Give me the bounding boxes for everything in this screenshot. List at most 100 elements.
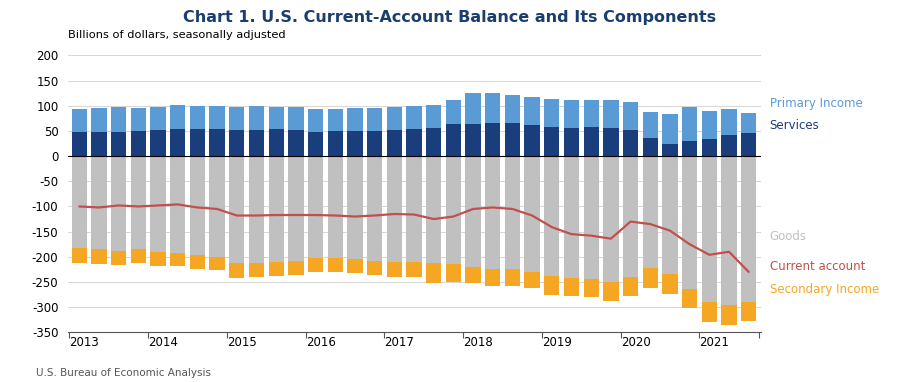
Bar <box>170 129 185 156</box>
Bar <box>702 139 717 156</box>
Text: U.S. Bureau of Economic Analysis: U.S. Bureau of Economic Analysis <box>36 368 211 378</box>
Text: Chart 1. U.S. Current-Account Balance and Its Components: Chart 1. U.S. Current-Account Balance an… <box>184 10 716 24</box>
Bar <box>465 93 481 125</box>
Bar <box>328 109 343 131</box>
Bar <box>328 258 343 272</box>
Bar <box>682 141 698 156</box>
Bar <box>525 156 540 272</box>
Bar <box>603 156 618 282</box>
Text: 2020: 2020 <box>621 337 651 350</box>
Text: Secondary Income: Secondary Income <box>770 283 878 296</box>
Bar <box>525 125 540 156</box>
Bar <box>308 156 323 258</box>
Bar <box>150 252 166 266</box>
Bar <box>563 100 580 128</box>
Bar <box>210 129 225 156</box>
Bar <box>190 106 205 129</box>
Text: 2014: 2014 <box>148 337 178 350</box>
Bar <box>702 111 717 139</box>
Bar <box>583 100 599 128</box>
Bar <box>190 156 205 255</box>
Bar <box>446 100 461 125</box>
Bar <box>662 156 678 274</box>
Bar <box>230 107 245 130</box>
Bar <box>387 262 402 277</box>
Bar <box>288 156 303 261</box>
Bar <box>347 131 363 156</box>
Bar <box>525 97 540 125</box>
Bar <box>111 107 126 133</box>
Bar <box>563 156 580 278</box>
Bar <box>91 156 107 249</box>
Text: 2017: 2017 <box>384 337 414 350</box>
Bar <box>682 107 698 141</box>
Bar <box>248 156 265 263</box>
Bar <box>406 106 422 129</box>
Bar <box>406 262 422 277</box>
Bar <box>465 156 481 267</box>
Bar <box>308 258 323 272</box>
Bar <box>347 156 363 259</box>
Bar <box>603 282 618 301</box>
Bar <box>347 259 363 274</box>
Bar <box>190 255 205 269</box>
Bar <box>603 128 618 156</box>
Bar <box>702 156 717 302</box>
Bar <box>505 95 520 123</box>
Bar <box>150 130 166 156</box>
Bar <box>288 130 303 156</box>
Bar <box>623 130 638 156</box>
Bar <box>603 100 618 128</box>
Bar <box>741 113 756 133</box>
Bar <box>268 107 284 129</box>
Bar <box>426 156 441 263</box>
Bar <box>268 156 284 262</box>
Bar <box>643 139 658 156</box>
Bar <box>210 156 225 257</box>
Bar <box>210 106 225 129</box>
Bar <box>485 269 500 285</box>
Bar <box>544 276 560 295</box>
Bar <box>544 99 560 128</box>
Bar <box>544 128 560 156</box>
Bar <box>130 249 146 263</box>
Bar <box>72 133 87 156</box>
Bar <box>485 93 500 123</box>
Bar <box>721 305 737 325</box>
Bar <box>662 114 678 144</box>
Bar <box>308 132 323 156</box>
Bar <box>721 109 737 135</box>
Bar <box>741 133 756 156</box>
Bar <box>446 156 461 264</box>
Bar <box>485 156 500 269</box>
Bar <box>583 280 599 297</box>
Bar <box>426 128 441 156</box>
Bar <box>505 269 520 285</box>
Bar <box>91 249 107 264</box>
Bar <box>367 156 382 261</box>
Text: 2019: 2019 <box>542 337 572 350</box>
Bar <box>130 108 146 131</box>
Bar <box>347 108 363 131</box>
Text: 2018: 2018 <box>464 337 493 350</box>
Bar <box>190 129 205 156</box>
Bar <box>741 302 756 321</box>
Bar <box>623 277 638 296</box>
Bar <box>91 108 107 132</box>
Bar <box>643 156 658 268</box>
Bar <box>268 129 284 156</box>
Bar <box>623 102 638 130</box>
Bar <box>367 131 382 156</box>
Bar <box>643 112 658 139</box>
Text: 2013: 2013 <box>69 337 99 350</box>
Bar <box>367 261 382 275</box>
Bar <box>230 130 245 156</box>
Bar <box>721 135 737 156</box>
Bar <box>741 156 756 302</box>
Bar <box>426 263 441 283</box>
Text: Goods: Goods <box>770 230 806 243</box>
Bar <box>248 106 265 130</box>
Bar <box>150 107 166 130</box>
Bar <box>248 130 265 156</box>
Bar <box>563 128 580 156</box>
